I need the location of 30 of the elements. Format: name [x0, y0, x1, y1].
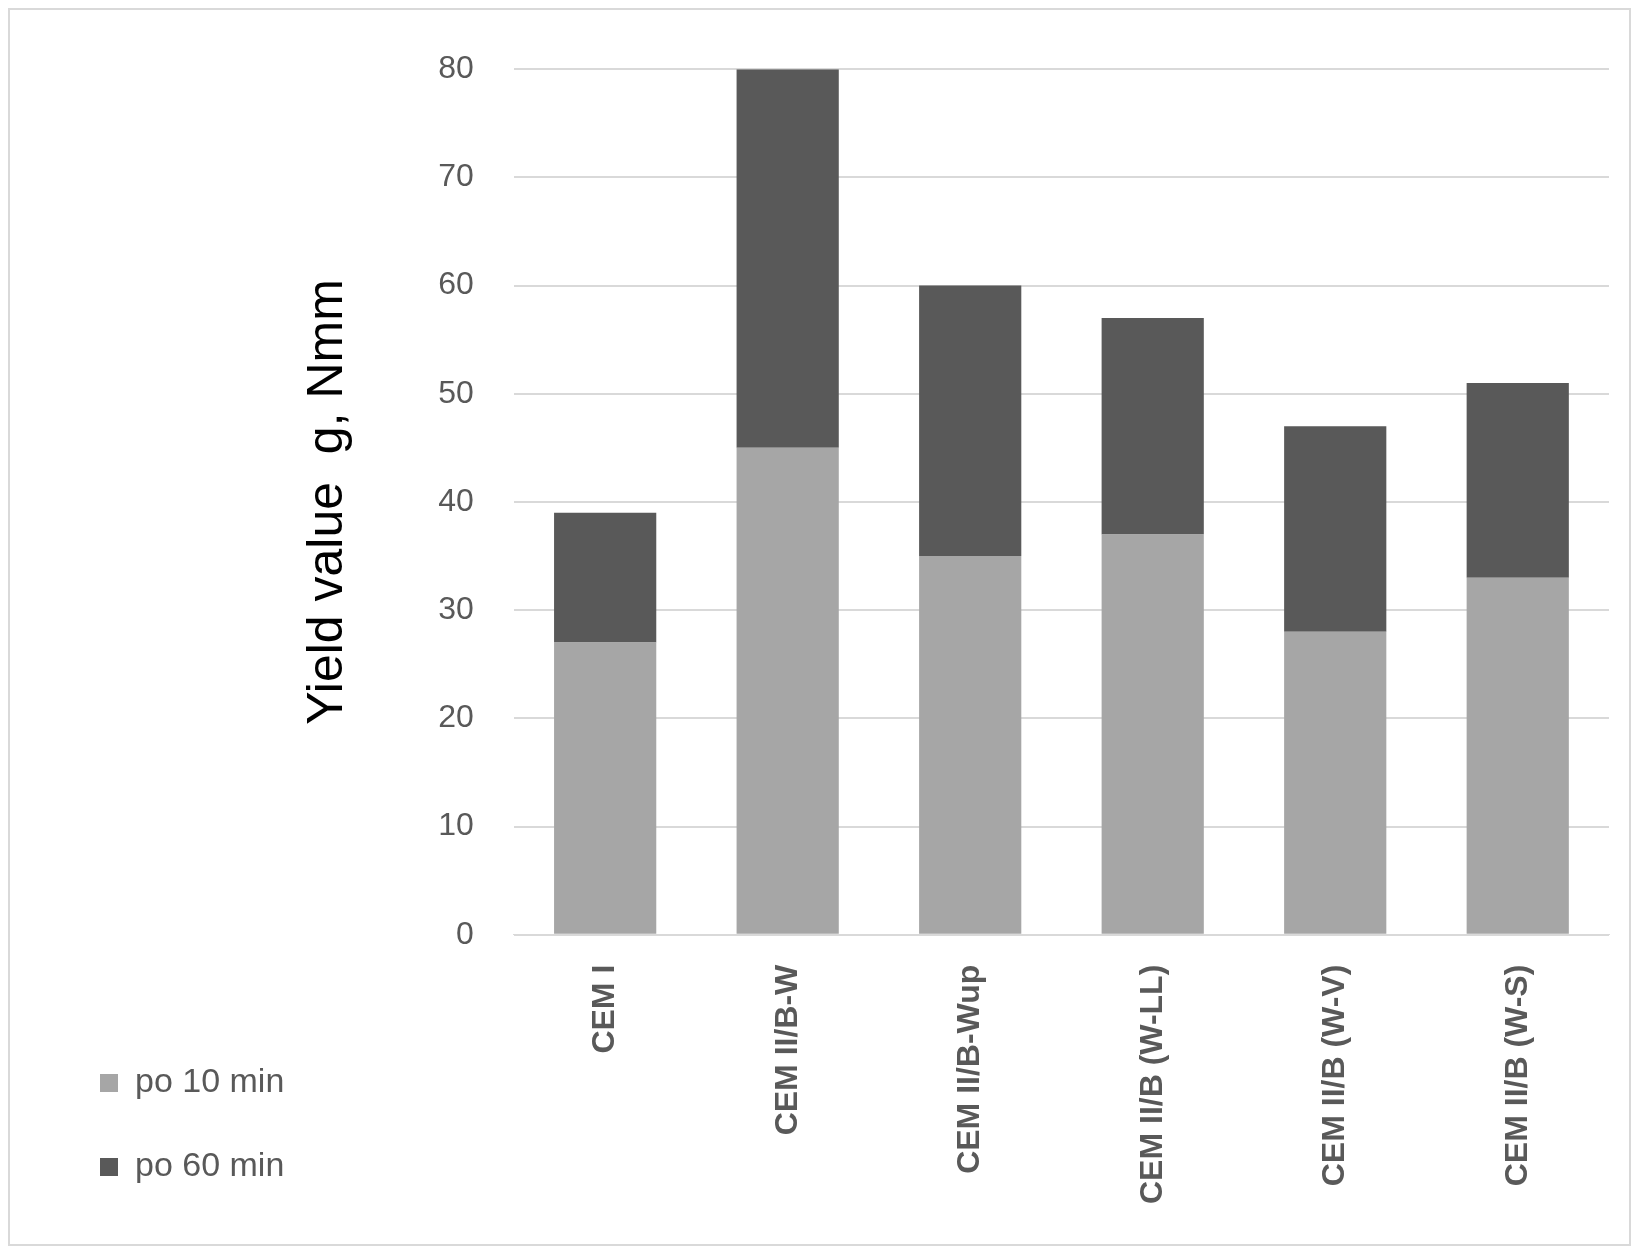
y-tick-label: 50 [438, 373, 474, 410]
bar [736, 447, 839, 934]
y-tick-label: 40 [438, 481, 474, 518]
y-tick-label: 10 [438, 806, 474, 843]
legend-label: po 60 min [135, 1145, 285, 1184]
bar [1284, 426, 1387, 632]
x-tick-label: CEM II/B-Wup [950, 964, 987, 1174]
y-tick-label: 20 [438, 698, 474, 735]
bar [1466, 577, 1569, 934]
x-tick-label: CEM II/B-W [767, 963, 804, 1136]
y-axis-title: Yield value g, Nmm [297, 279, 354, 725]
bar [1466, 382, 1569, 578]
legend-label: po 10 min [135, 1061, 285, 1100]
y-tick-label: 0 [456, 914, 474, 951]
bar [554, 512, 657, 643]
bar [554, 642, 657, 934]
bar [919, 285, 1022, 557]
bar [919, 556, 1022, 934]
y-tick-label: 80 [438, 49, 474, 86]
y-tick-label: 70 [438, 157, 474, 194]
x-tick-label: CEM II/B (W-S) [1497, 964, 1534, 1187]
y-tick-label: 60 [438, 265, 474, 302]
y-tick-label: 30 [438, 589, 474, 626]
bar [1101, 318, 1204, 535]
bar [1284, 631, 1387, 934]
bar [1101, 534, 1204, 934]
x-tick-label: CEM I [584, 964, 621, 1054]
x-tick-label: CEM II/B (W-V) [1315, 964, 1352, 1187]
bar [736, 69, 839, 448]
x-tick-label: CEM II/B (W-LL) [1132, 964, 1169, 1204]
